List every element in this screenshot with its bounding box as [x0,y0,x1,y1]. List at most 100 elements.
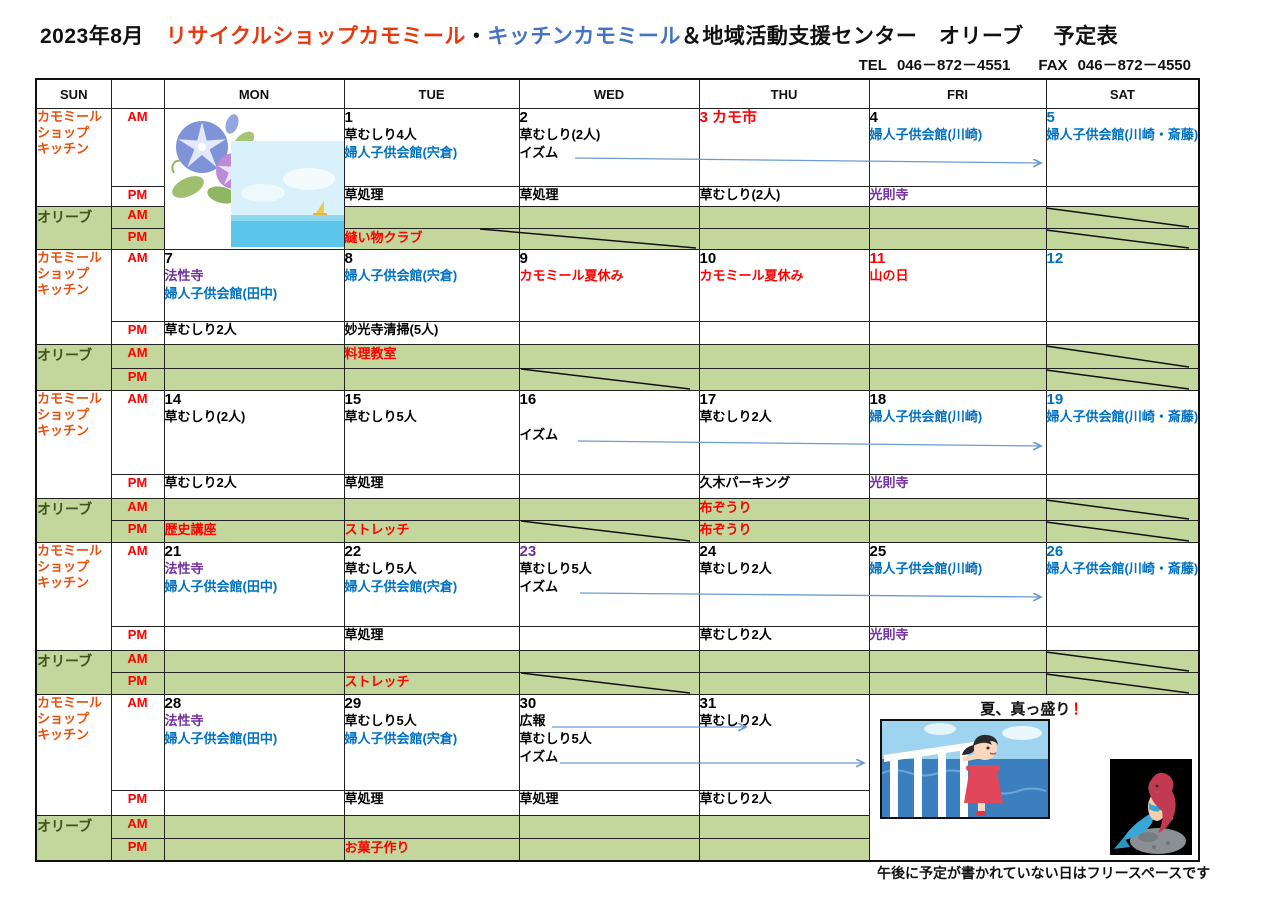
cell-week4-wed-am: 23 草むしり5人 イズム [518,542,700,627]
schedule-entry: 光則寺 [869,627,909,643]
cell-week3-mon-olive-pm: 歴史講座 [163,520,345,543]
schedule-entry: 草むしり2人 [699,627,772,643]
schedule-entry: カモミール夏休み [699,268,804,283]
contact-info: TEL 046－872－4551 FAX 046－872－4550 [859,54,1191,75]
olive-am-label-week4: AM [110,650,165,673]
cell-week2-wed-olive-pm [518,368,700,391]
cell-week3-wed-pm [518,474,700,499]
group-label-olive-week3: オリーブ [35,498,112,543]
olive-pm-label-week3: PM [110,520,165,543]
schedule-entry: カモミール夏休み [519,268,624,283]
cell-week1-sat-olive-pm [1045,228,1200,250]
schedule-entry: 山の日 [869,268,909,283]
cell-week3-wed-olive-pm [518,520,700,543]
pm-label-week5: PM [110,790,165,816]
schedule-entry: 婦人子供会館(川崎・斎藤) [1046,409,1199,424]
cell-week1-wed-pm: 草処理 [518,186,700,207]
pm-label-week2: PM [110,321,165,345]
beach-sea-illustration [230,141,343,247]
title-month: 2023年8月 [40,25,144,48]
schedule-entry: 草処理 [519,187,559,203]
schedule-entry: 光則寺 [869,475,909,491]
cell-week2-mon-pm: 草むしり2人 [163,321,345,345]
cell-week1-wed-am: 2 草むしり(2人) イズム [518,108,700,187]
cell-week2-fri-olive-pm [868,368,1047,391]
summer-banner-text: 夏、真っ盛り！ [980,701,1088,718]
cell-week4-mon-pm [163,626,345,651]
day-number: 17 [699,391,717,409]
cell-week4-sat-am: 26 婦人子供会館(川崎・斎藤) [1045,542,1200,627]
day-number: 24 [699,543,717,561]
cell-week4-tue-am: 22 草むしり5人 婦人子供会館(宍倉) [343,542,520,627]
cell-week2-thu-am: 10 カモミール夏休み [698,249,870,322]
am-label-week2: AM [110,249,165,322]
cell-week5-wed-am: 30 広報 草むしり5人 イズム [518,694,700,791]
cell-week2-sat-olive-pm [1045,368,1200,391]
cell-week3-sat-am: 19 婦人子供会館(川崎・斎藤) [1045,390,1200,475]
cell-week4-wed-olive-pm [518,672,700,695]
cell-week2-mon-olive-pm [163,368,345,391]
cell-week1-thu-olive-pm [698,228,870,250]
am-label-week3: AM [110,390,165,475]
title-recycle-shop: リサイクルショップカモミール [165,25,466,48]
cell-week3-mon-am: 14 草むしり(2人) [163,390,345,475]
day-number: 7 [164,250,173,268]
cell-week5-tue-olive-am [343,815,520,839]
schedule-entry: 光則寺 [869,187,909,203]
cell-week4-fri-am: 25 婦人子供会館(川崎) [868,542,1047,627]
day-number: 31 [699,695,717,713]
schedule-entry: 草むしり2人 [164,475,237,491]
day-number: 1 [344,109,353,127]
olive-am-label-week5: AM [110,815,165,839]
schedule-entry: 広報 [519,713,546,728]
day-number: 26 [1046,543,1064,561]
tel-number: 046－872－4551 [896,57,1011,74]
olive-pm-label-week1: PM [110,228,165,250]
cell-week5-tue-pm: 草処理 [343,790,520,816]
fax-label: FAX [1038,57,1068,74]
schedule-entry: 久木パーキング [699,475,791,491]
cell-week4-fri-olive-pm [868,672,1047,695]
schedule-entry: 草むしり2人 [164,322,237,338]
schedule-entry: 草むしり2人 [699,409,772,424]
cell-week4-tue-olive-pm: ストレッチ [343,672,520,695]
cell-week3-thu-olive-pm: 布ぞうり [698,520,870,543]
cell-week4-thu-olive-am [698,650,870,673]
cell-week4-tue-olive-am [343,650,520,673]
cell-week2-sat-am: 12 [1045,249,1200,322]
cell-week2-sat-pm [1045,321,1200,345]
header-fri: FRI [868,78,1047,109]
cell-week5-mon-olive-am [163,815,345,839]
schedule-entry: 草むしり5人 [519,731,592,746]
cell-week3-tue-olive-am [343,498,520,521]
schedule-entry: ストレッチ [344,674,410,689]
schedule-entry: 草むしり2人 [699,713,772,728]
group-label-olive-week4: オリーブ [35,650,112,695]
olive-pm-label-week5: PM [110,838,165,861]
schedule-entry: 草むしり4人 [344,127,417,142]
header-sat: SAT [1045,78,1200,109]
cell-week3-mon-olive-am [163,498,345,521]
olive-pm-label-week2: PM [110,368,165,391]
cell-week5-wed-olive-pm [518,838,700,861]
cell-week4-wed-pm [518,626,700,651]
cell-week2-mon-olive-am [163,344,345,369]
schedule-entry: 草むしり5人 [344,713,417,728]
summer-banner-cell: 夏、真っ盛り！ [868,694,1200,861]
group-label-chamomile-week4: カモミール ショップ キッチン [35,542,112,651]
schedule-entry: 婦人子供会館(田中) [164,731,278,746]
cell-week3-thu-olive-am: 布ぞうり [698,498,870,521]
cell-week2-fri-am: 11 山の日 [868,249,1047,322]
schedule-entry: 婦人子供会館(川崎) [869,127,983,142]
cell-week3-fri-olive-pm [868,520,1047,543]
cell-week5-tue-olive-pm: お菓子作り [343,838,520,861]
cell-week2-wed-olive-am [518,344,700,369]
schedule-entry: 草むしり2人 [699,791,772,807]
day-number: 9 [519,250,528,268]
schedule-entry: 法性寺 [164,713,204,728]
cell-week2-thu-olive-pm [698,368,870,391]
cell-week1-fri-am: 4 婦人子供会館(川崎) [868,108,1047,187]
day-number: 12 [1046,250,1064,268]
day-number: 3 カモ市 [699,109,758,127]
